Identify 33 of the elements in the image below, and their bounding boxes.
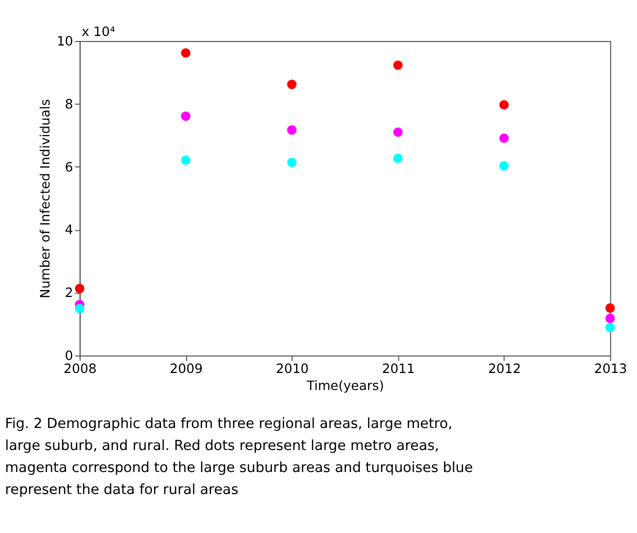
point (181, 48, 190, 58)
x-axis-title: Time(years) (306, 378, 384, 394)
y-tick-label: 10 (56, 34, 74, 50)
point (74, 304, 84, 314)
y-tick-label: 0 (64, 348, 74, 364)
x-tick-label: 2012 (488, 362, 521, 377)
x-tick-label: 2009 (170, 362, 203, 377)
y-tick-label: 4 (64, 223, 74, 238)
y-tick-label: 2 (64, 286, 74, 302)
point (499, 100, 509, 110)
point (393, 60, 403, 70)
point (287, 80, 297, 90)
point (393, 154, 403, 164)
x-tick-label: 2008 (64, 362, 97, 377)
point (605, 314, 615, 324)
y-axis-title: Number of Infected Individuals (38, 98, 54, 298)
point (605, 303, 615, 313)
point (605, 322, 615, 332)
text: x 10⁴ (82, 25, 116, 40)
x-tick-label: 2011 (382, 362, 415, 377)
x-tick-label: 2013 (594, 362, 628, 377)
point (393, 127, 403, 137)
point (287, 125, 297, 135)
point (181, 155, 190, 165)
y-tick-label: 8 (64, 97, 74, 112)
point (499, 161, 509, 171)
point (287, 158, 297, 168)
y-tick-label: 6 (64, 160, 74, 176)
x-tick-label: 2010 (276, 362, 309, 377)
caption: Fig. 2 Demographic data from three regional areas, large metro, large suburb, and rural. Red dots represent large metro areas, magenta correspond to the large suburb areas and turquoises blue represent the data for rural areas (4, 416, 473, 498)
point (499, 133, 509, 143)
point (74, 284, 84, 294)
point (181, 111, 190, 121)
